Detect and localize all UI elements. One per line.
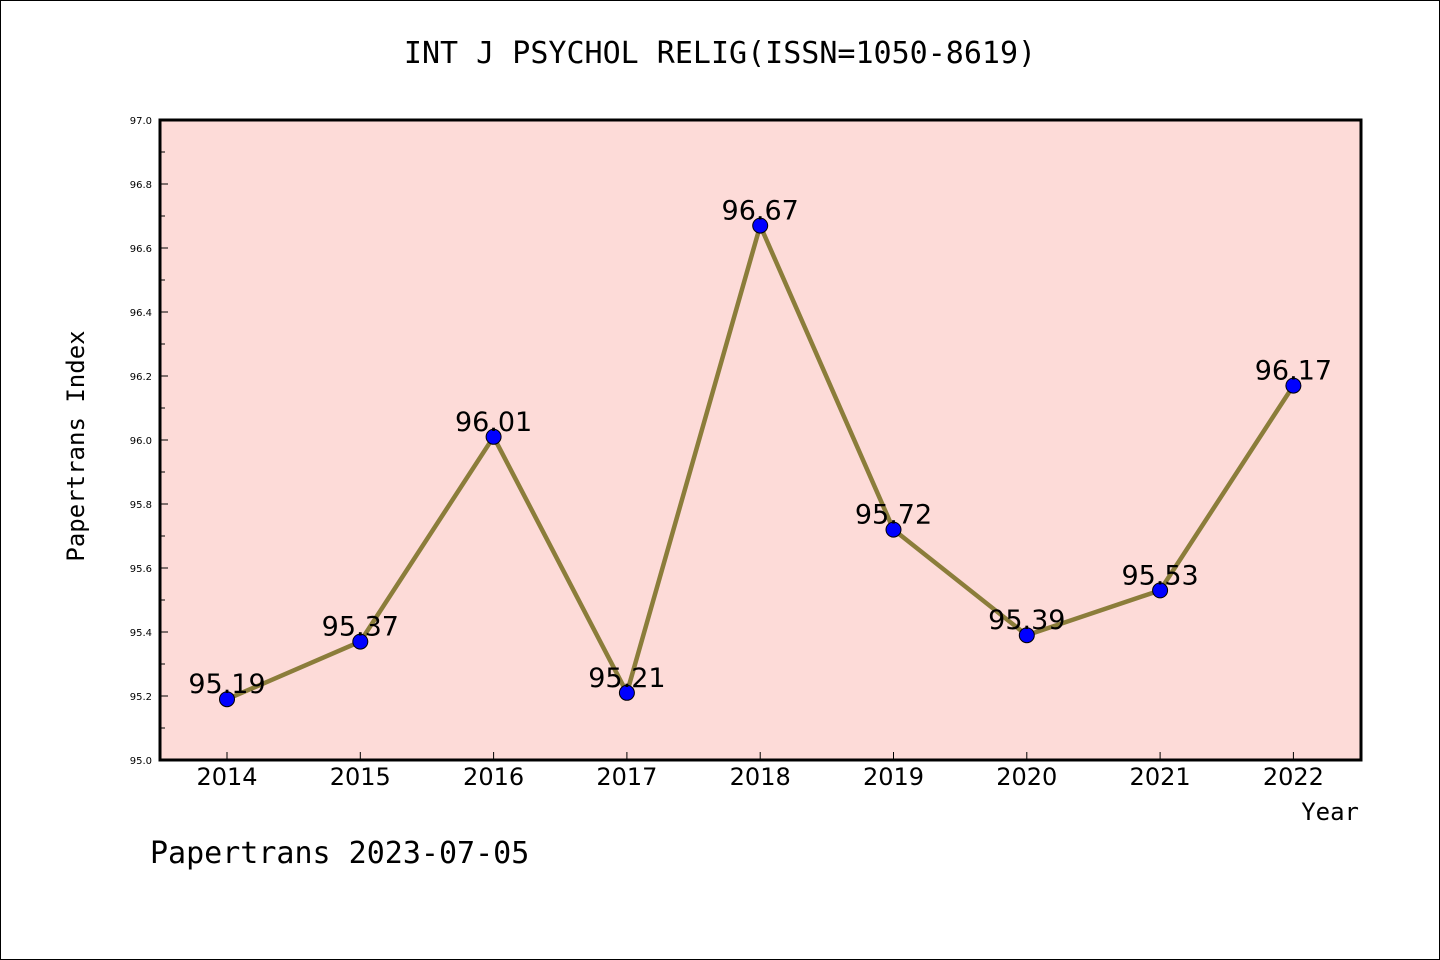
data-label: 96.67 xyxy=(722,196,799,227)
data-point xyxy=(485,428,502,445)
x-tick-label: 2020 xyxy=(996,763,1057,791)
data-point xyxy=(752,217,769,234)
y-tick-label: 96.6 xyxy=(130,244,152,255)
y-tick-label: 95.8 xyxy=(130,500,152,511)
data-point xyxy=(352,633,369,650)
data-label: 96.17 xyxy=(1255,356,1332,387)
data-label: 95.21 xyxy=(588,663,665,694)
data-point xyxy=(1152,582,1169,599)
y-axis: 95.0 95.2 95.4 95.6 95.8 96.0 96.2 96.4 96.6 96.8… xyxy=(130,116,168,767)
y-tick-label: 95.0 xyxy=(130,756,152,767)
y-axis-label: Papertrans Index xyxy=(62,330,90,561)
x-axis-label: Year xyxy=(1301,798,1359,826)
data-point xyxy=(1018,627,1035,644)
data-point xyxy=(885,521,902,538)
data-label: 95.72 xyxy=(855,500,932,531)
x-tick-label: 2016 xyxy=(463,763,524,791)
x-tick-label: 2017 xyxy=(596,763,657,791)
data-label: 95.39 xyxy=(988,605,1065,636)
y-tick-label: 96.8 xyxy=(130,180,152,191)
x-tick-label: 2019 xyxy=(863,763,924,791)
data-label: 96.01 xyxy=(455,407,532,438)
x-tick-label: 2015 xyxy=(330,763,391,791)
data-label: 95.37 xyxy=(322,612,399,643)
series-line-group xyxy=(219,217,1302,708)
x-tick-label: 2022 xyxy=(1263,763,1324,791)
x-axis: 2014 2015 2016 2017 2018 2019 2020 2021 2022 xyxy=(196,752,1324,791)
data-label: 95.19 xyxy=(188,669,265,700)
x-tick-label: 2014 xyxy=(196,763,257,791)
y-tick-label: 96.0 xyxy=(130,436,152,447)
data-labels: 95.19 95.37 96.01 95.21 96.67 95.72 95.39 95.53… xyxy=(188,196,1332,701)
data-point xyxy=(618,684,635,701)
y-tick-label: 95.2 xyxy=(130,692,152,703)
data-point xyxy=(219,691,235,708)
chart-title: INT J PSYCHOL RELIG(ISSN=1050-8619) xyxy=(403,36,1037,71)
data-point xyxy=(1285,377,1302,394)
y-tick-label: 96.2 xyxy=(130,372,152,383)
y-tick-label: 95.4 xyxy=(130,628,152,639)
x-tick-label: 2021 xyxy=(1130,763,1191,791)
y-tick-label: 97.0 xyxy=(130,116,152,127)
data-label: 95.53 xyxy=(1121,560,1198,591)
y-tick-label: 96.4 xyxy=(130,308,152,319)
footer-date: Papertrans 2023-07-05 xyxy=(150,836,530,871)
y-tick-label: 95.6 xyxy=(130,564,152,575)
x-tick-label: 2018 xyxy=(730,763,791,791)
